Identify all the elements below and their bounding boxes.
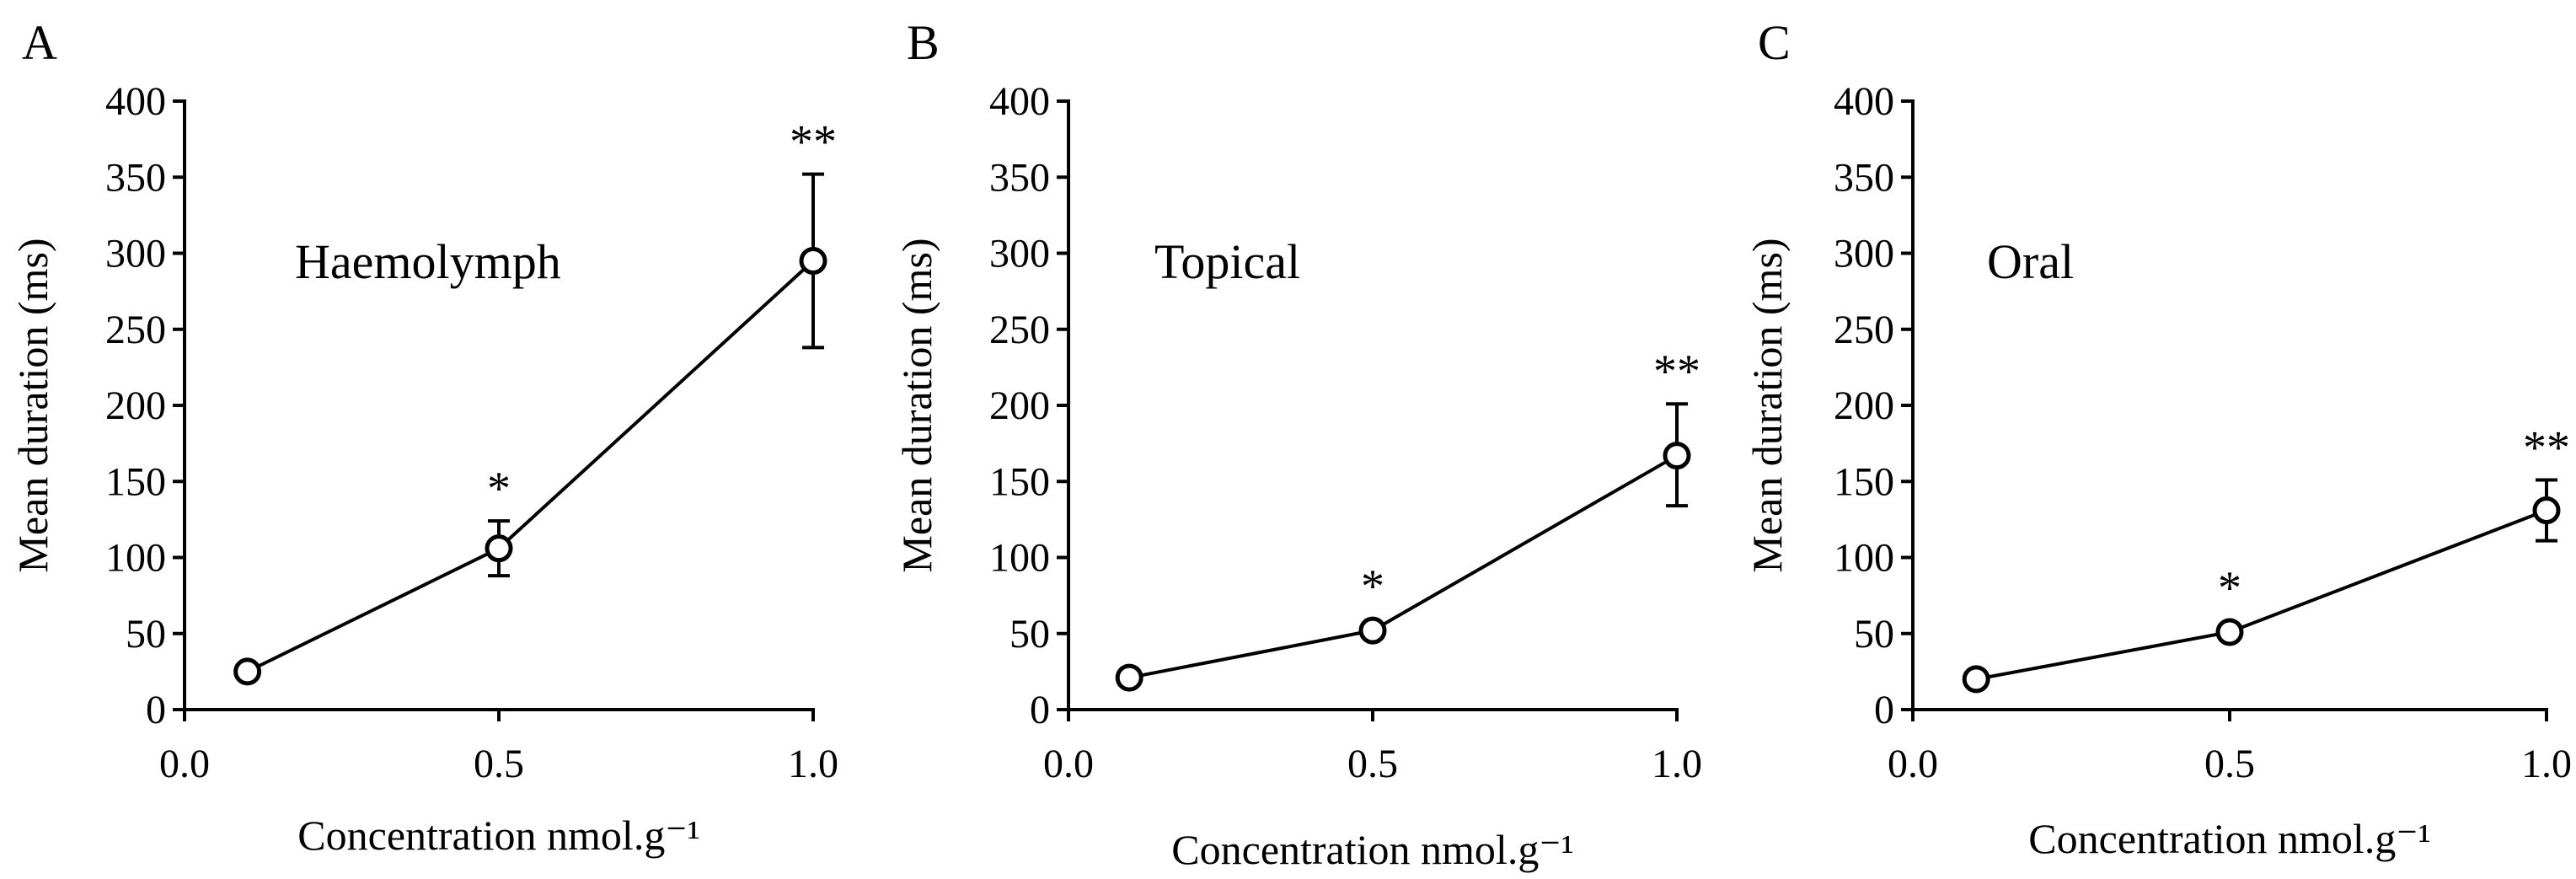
y-tick-label: 50: [126, 612, 166, 657]
panel-annotation: Oral: [1987, 234, 2074, 289]
significance-marker: **: [2523, 421, 2570, 474]
x-tick-label: 0.0: [1888, 742, 1938, 786]
panel-letter: B: [907, 15, 940, 70]
significance-marker: *: [1361, 560, 1384, 613]
panel-b: B Topical Mean duration (ms) Concentrati…: [893, 15, 1702, 873]
series-marks: ***: [1115, 346, 1700, 692]
y-tick-label: 350: [1834, 155, 1894, 200]
y-axis-label: Mean duration (ms): [9, 238, 56, 572]
series-line: [1975, 508, 2547, 681]
data-point: [2532, 496, 2561, 525]
data-point: [1663, 442, 1691, 470]
series-line: [246, 260, 815, 673]
series-line: [1128, 453, 1678, 680]
y-tick-label: 0: [1030, 688, 1050, 732]
significance-marker: **: [1653, 346, 1700, 398]
y-tick-label: 150: [1834, 459, 1894, 504]
y-tick-label: 350: [105, 155, 166, 200]
y-tick-label: 300: [105, 232, 166, 276]
y-tick-label: 150: [105, 459, 166, 504]
panel-letter: A: [22, 15, 57, 70]
x-tick-label: 1.0: [788, 742, 838, 786]
significance-marker: *: [487, 463, 511, 515]
panel-annotation: Topical: [1154, 234, 1300, 289]
panel-letter: C: [1758, 15, 1791, 70]
y-tick-label: 300: [1834, 232, 1894, 276]
y-tick-label: 300: [989, 232, 1050, 276]
y-tick-label: 200: [1834, 383, 1894, 428]
y-tick-labels: 0 50 100 150 200 250 300 350 400: [989, 79, 1068, 732]
x-tick-labels: 0.0 0.5 1.0: [1043, 710, 1702, 786]
x-tick-label: 0.0: [1043, 742, 1094, 786]
y-tick-label: 200: [989, 383, 1050, 428]
data-point: [485, 534, 513, 563]
data-point: [233, 657, 262, 686]
y-axis-label: Mean duration (ms): [893, 238, 940, 572]
y-tick-label: 100: [105, 536, 166, 581]
y-tick-label: 200: [105, 383, 166, 428]
x-tick-labels: 0.0 0.5 1.0: [159, 710, 838, 786]
data-point: [1115, 663, 1143, 692]
significance-marker: **: [790, 116, 837, 169]
y-tick-label: 50: [1854, 612, 1894, 657]
y-tick-labels: 0 50 100 150 200 250 300 350 400: [105, 79, 185, 732]
panel-c: C Oral Mean duration (ms) Concentration …: [1743, 15, 2572, 862]
y-tick-label: 100: [989, 536, 1050, 581]
y-tick-label: 400: [989, 79, 1050, 124]
x-tick-label: 0.5: [1347, 742, 1398, 786]
y-tick-label: 100: [1834, 536, 1894, 581]
y-tick-label: 250: [1834, 308, 1894, 352]
data-point: [1358, 616, 1387, 645]
x-tick-label: 0.5: [2204, 742, 2255, 786]
y-tick-label: 150: [989, 459, 1050, 504]
x-axis-label: Concentration nmol.g⁻¹: [2028, 815, 2430, 862]
data-point: [1962, 665, 1990, 694]
y-tick-label: 250: [105, 308, 166, 352]
x-tick-label: 0.0: [159, 742, 210, 786]
y-tick-label: 0: [146, 688, 166, 732]
x-axis-label: Concentration nmol.g⁻¹: [297, 812, 699, 859]
y-tick-label: 50: [1010, 612, 1050, 657]
data-point: [2215, 618, 2244, 646]
y-tick-label: 400: [1834, 79, 1894, 124]
x-tick-label: 1.0: [2521, 742, 2572, 786]
y-tick-label: 400: [105, 79, 166, 124]
data-point: [799, 247, 827, 276]
x-axis-label: Concentration nmol.g⁻¹: [1171, 826, 1573, 873]
y-axis-label: Mean duration (ms): [1743, 238, 1791, 572]
y-tick-labels: 0 50 100 150 200 250 300 350 400: [1834, 79, 1913, 732]
y-tick-label: 0: [1874, 688, 1894, 732]
y-tick-label: 250: [989, 308, 1050, 352]
panel-annotation: Haemolymph: [295, 234, 561, 289]
series-marks: ***: [233, 116, 837, 686]
series-marks: ***: [1962, 421, 2570, 694]
significance-marker: *: [2218, 562, 2241, 614]
y-tick-label: 350: [989, 155, 1050, 200]
x-tick-label: 0.5: [474, 742, 524, 786]
x-tick-labels: 0.0 0.5 1.0: [1888, 710, 2572, 786]
x-tick-label: 1.0: [1652, 742, 1702, 786]
panel-a: A Haemolymph Mean duration (ms) Concentr…: [9, 15, 838, 859]
